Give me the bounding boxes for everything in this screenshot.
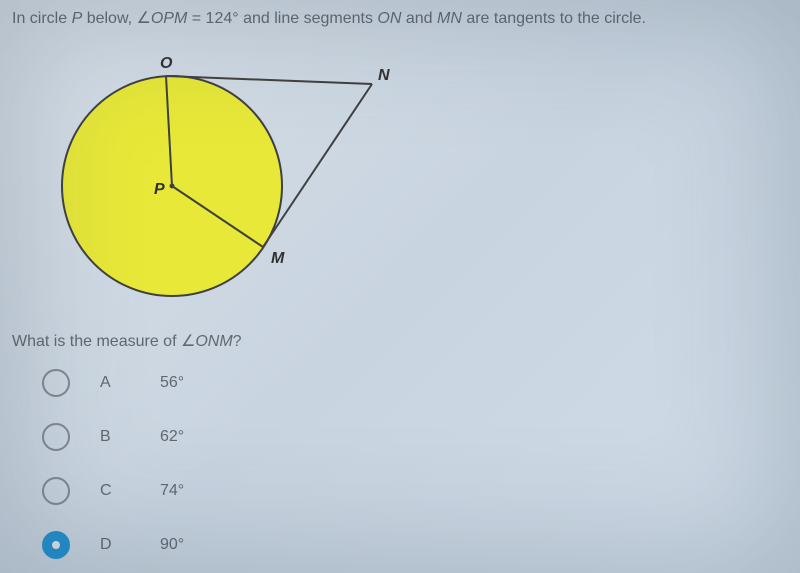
option-c[interactable]: C74°: [42, 477, 788, 505]
q-and: and: [401, 10, 437, 27]
sq-angle: ONM: [195, 333, 232, 350]
option-value: 74°: [160, 482, 184, 500]
option-letter: D: [100, 536, 160, 554]
q-prefix: In circle: [12, 10, 72, 27]
q-seg2: MN: [437, 10, 462, 27]
option-letter: B: [100, 428, 160, 446]
option-d[interactable]: D90°: [42, 531, 788, 559]
q-m1: below, ∠: [82, 10, 151, 27]
option-letter: C: [100, 482, 160, 500]
question-text: In circle P below, ∠OPM = 124° and line …: [12, 8, 788, 28]
radio-c[interactable]: [42, 477, 70, 505]
option-value: 56°: [160, 374, 184, 392]
q-circle: P: [72, 10, 83, 27]
option-value: 62°: [160, 428, 184, 446]
radio-b[interactable]: [42, 423, 70, 451]
label-p: P: [154, 181, 165, 198]
sq-prefix: What is the measure of ∠: [12, 333, 195, 350]
center-dot: [170, 184, 175, 189]
q-angle1: OPM: [151, 10, 187, 27]
options-group: A56° B62° C74° D90°: [42, 369, 788, 559]
sub-question: What is the measure of ∠ONM?: [12, 331, 788, 351]
diagram-svg: P O M N: [32, 46, 412, 306]
option-letter: A: [100, 374, 160, 392]
radio-d[interactable]: [42, 531, 70, 559]
q-seg1: ON: [377, 10, 401, 27]
label-n: N: [378, 67, 390, 84]
geometry-diagram: P O M N: [32, 46, 788, 311]
option-a[interactable]: A56°: [42, 369, 788, 397]
option-b[interactable]: B62°: [42, 423, 788, 451]
option-value: 90°: [160, 536, 184, 554]
radio-a[interactable]: [42, 369, 70, 397]
label-o: O: [160, 55, 173, 72]
label-m: M: [271, 250, 285, 267]
q-eq: = 124° and line segments: [187, 10, 377, 27]
q-suffix: are tangents to the circle.: [462, 10, 646, 27]
sq-suffix: ?: [233, 333, 242, 350]
